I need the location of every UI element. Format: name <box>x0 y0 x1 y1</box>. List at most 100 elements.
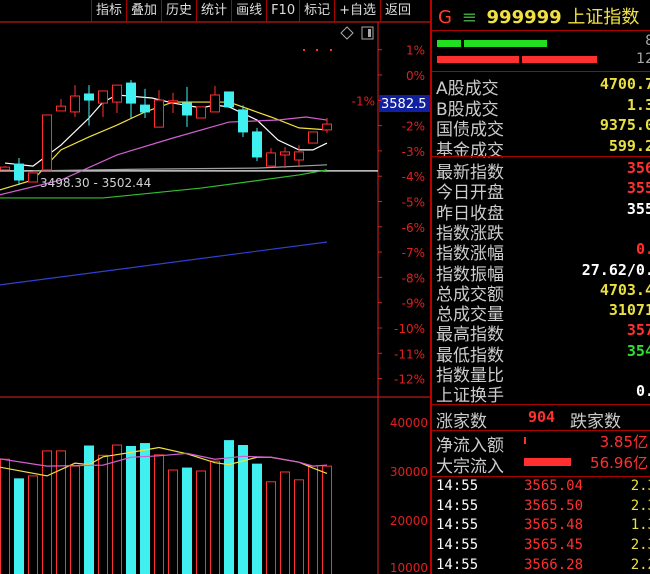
candle-up <box>294 151 304 161</box>
candle-up <box>266 152 276 167</box>
ma-line-5 <box>32 164 328 172</box>
quote-value: 27.62/0. <box>581 260 650 279</box>
marker-dot <box>330 49 332 51</box>
tick-price: 3566.28 <box>524 556 584 573</box>
price-axis-label: -11% <box>394 347 425 361</box>
quote-row: 指数量比 <box>436 361 650 386</box>
quote-label: 国债成交 <box>436 120 504 140</box>
block-inflow-value: 56.96亿 <box>590 454 648 472</box>
volume-bar <box>322 465 332 574</box>
tick-price: 3565.50 <box>524 497 584 514</box>
menu-icon[interactable]: ≡ <box>461 7 477 28</box>
candle-up <box>70 95 80 113</box>
quote-value: 4700.7 <box>599 75 650 93</box>
quote-label: 今日开盘 <box>436 183 504 204</box>
price-axis-label: -9% <box>402 297 425 311</box>
volume-bar <box>168 469 178 574</box>
volume-bar <box>28 475 38 574</box>
tick-row: 14:55 3565.04 2.3 <box>436 478 650 498</box>
tick-volume: 1.3 <box>630 517 650 534</box>
candle-up <box>0 166 10 171</box>
volume-bar <box>0 458 10 574</box>
decline-bar <box>464 40 547 47</box>
quote-value: 356 <box>626 159 650 177</box>
price-axis-label: -8% <box>402 271 425 285</box>
current-price-tag <box>379 95 430 112</box>
marker-dot <box>316 49 318 51</box>
tick-row: 14:55 3565.45 2.3 <box>436 537 650 557</box>
advance-decline-row: 涨家数 904 跌家数 <box>436 407 650 432</box>
candle-up <box>154 99 164 128</box>
quote-value: 0. <box>635 382 650 401</box>
volume-bar <box>182 467 192 574</box>
volume-bar <box>224 440 234 574</box>
panel-header: G ≡ 999999 上证指数 <box>438 3 639 29</box>
toolbar-button[interactable]: 历史 <box>161 0 196 22</box>
candle-down <box>126 82 136 104</box>
quote-value: 599.2 <box>608 136 650 155</box>
advance-bar <box>522 56 597 63</box>
candle-up <box>210 94 220 113</box>
quote-value: 357 <box>626 321 650 340</box>
stock-name: 上证指数 <box>567 7 640 28</box>
candle-down <box>14 163 24 181</box>
advance-count: 904 <box>528 408 556 426</box>
quote-label: A股成交 <box>436 79 499 99</box>
tick-row: 14:55 3565.48 1.3 <box>436 517 650 537</box>
quote-label: B股成交 <box>436 99 499 120</box>
ma-line-4 <box>0 169 328 199</box>
toolbar: 指标 叠加 历史 统计 画线 F10 标记 +自选 返回 <box>91 0 430 22</box>
net-inflow-row: 净流入额 3.85亿 <box>436 431 650 456</box>
net-inflow-label: 净流入额 <box>436 436 504 456</box>
net-inflow-bar <box>524 437 526 444</box>
bar-count: 12 <box>636 51 650 67</box>
tick-price: 3565.45 <box>524 537 584 554</box>
quote-row: A股成交 4700.7 <box>436 74 650 99</box>
tick-time: 14:55 <box>436 478 479 494</box>
quote-value: 1.3 <box>626 95 650 114</box>
price-axis-label: 1% <box>406 44 425 58</box>
quote-label: 最高指数 <box>436 325 504 346</box>
toolbar-button[interactable]: 叠加 <box>126 0 161 22</box>
tick-time: 14:55 <box>436 497 479 514</box>
toolbar-button[interactable]: F10 <box>266 0 299 22</box>
toolbar-button[interactable]: 指标 <box>91 0 126 22</box>
advance-bar <box>437 56 519 63</box>
panel-toggle-icon[interactable] <box>361 26 374 40</box>
quote-row: 基金成交 599.2 <box>436 136 650 161</box>
candle-up <box>280 151 290 156</box>
quote-panel: G ≡ 999999 上证指数 8 12 A股成交4700.7B股成交1.3国债… <box>430 0 650 574</box>
toolbar-button[interactable]: 返回 <box>380 0 415 22</box>
current-price-label: 3582.5 <box>381 97 427 112</box>
volume-bar <box>56 450 66 574</box>
quote-value: 355 <box>626 199 650 218</box>
volume-bar <box>266 481 276 574</box>
quote-label: 上证换手 <box>436 386 504 407</box>
volume-bar <box>84 445 94 574</box>
price-axis-label: -5% <box>402 196 425 210</box>
kline-chart[interactable]: 3498.30 - 3502.44 3582.5 1% 0% -1% -2% -3% -4% -… <box>0 0 430 574</box>
candle-up <box>112 84 122 103</box>
diamond-icon[interactable] <box>340 26 354 40</box>
toolbar-button[interactable]: 画线 <box>231 0 266 22</box>
quote-label: 指数量比 <box>436 366 504 386</box>
quote-label: 总成交量 <box>436 305 504 326</box>
volume-bar <box>252 463 262 574</box>
candle-up <box>196 106 206 119</box>
price-axis-label: -2% <box>402 120 425 134</box>
net-inflow-value: 3.85亿 <box>599 433 648 451</box>
quote-row: 指数振幅 27.62/0. <box>436 260 650 285</box>
tick-volume: 2.2 <box>630 556 650 573</box>
quote-value: 4703.4 <box>599 280 650 299</box>
price-axis-label: -12% <box>394 373 425 387</box>
quote-label: 最新指数 <box>436 163 504 183</box>
toolbar-button[interactable]: +自选 <box>334 0 380 22</box>
toolbar-button[interactable]: 标记 <box>299 0 334 22</box>
toolbar-button[interactable]: 统计 <box>196 0 231 22</box>
price-axis-label: -7% <box>402 246 425 260</box>
quote-row: 上证换手 0. <box>436 381 650 406</box>
candle-down <box>84 93 94 101</box>
volume-bar <box>70 465 80 574</box>
quote-value: 9375.0 <box>599 116 650 134</box>
price-axis-label: -4% <box>402 170 425 184</box>
